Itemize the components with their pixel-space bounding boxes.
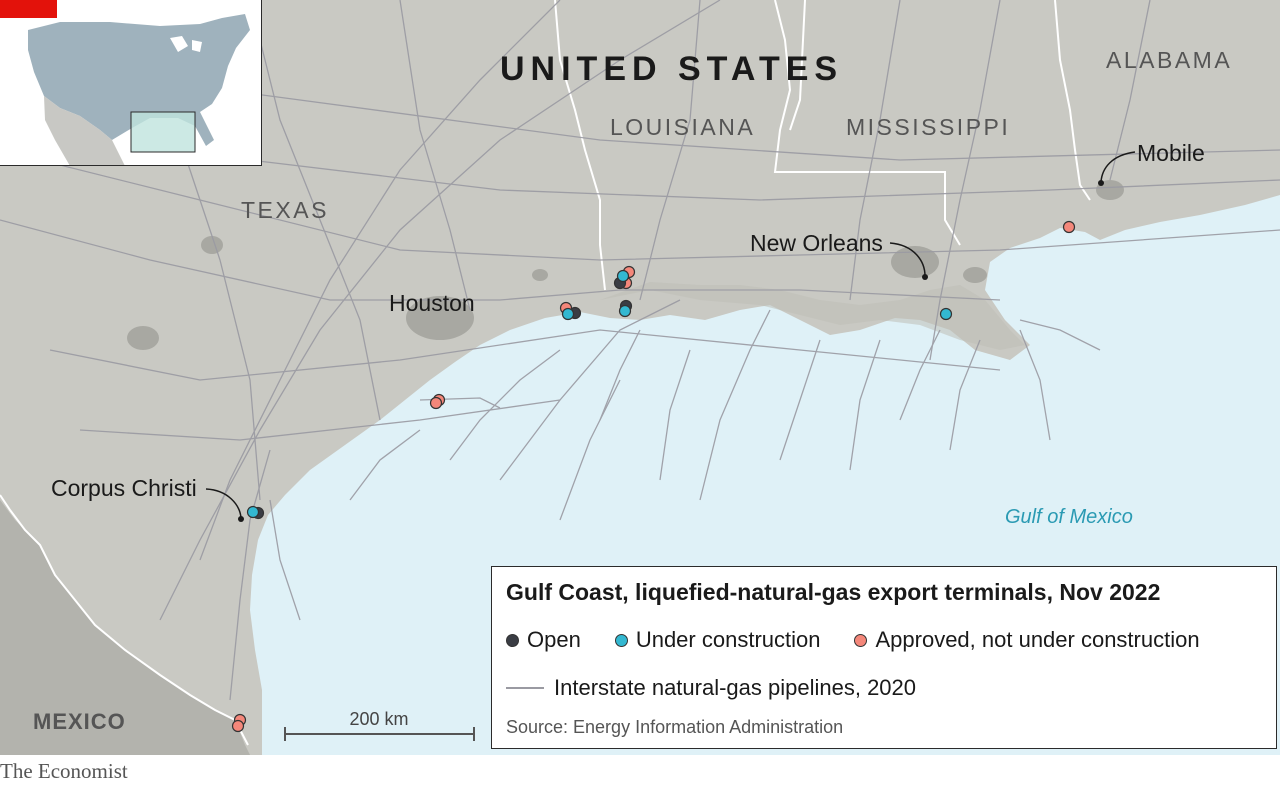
legend-label-pipelines: Interstate natural-gas pipelines, 2020	[554, 675, 917, 700]
legend-label-approved: Approved, not under construction	[875, 627, 1200, 652]
city-label-mobile: Mobile	[1137, 140, 1205, 166]
terminal-under-construction	[561, 307, 575, 321]
terminal-under-construction	[246, 505, 260, 519]
great-lakes	[170, 36, 202, 52]
legend-title: Gulf Coast, liquefied-natural-gas export…	[506, 579, 1161, 605]
state-label-texas: TEXAS	[241, 197, 329, 223]
pipeline-legend: Interstate natural-gas pipelines, 2020	[506, 675, 916, 701]
terminal-approved	[231, 719, 245, 733]
legend: Gulf Coast, liquefied-natural-gas export…	[491, 566, 1277, 749]
terminal-approved	[1062, 220, 1076, 234]
city-markers	[205, 151, 1136, 522]
mexico-area	[0, 500, 250, 755]
city-label-corpus-christi: Corpus Christi	[51, 475, 197, 501]
state-borders	[0, 0, 1091, 746]
focus-area-box	[130, 111, 196, 153]
state-label-louisiana: LOUISIANA	[610, 114, 755, 140]
approved-dot-icon	[854, 633, 868, 647]
legend-item-under-construction: Under construction	[614, 627, 821, 653]
legend-label-under-construction: Under construction	[635, 627, 821, 652]
state-label-mississippi: MISSISSIPPI	[846, 114, 1010, 140]
city-label-new-orleans: New Orleans	[750, 230, 883, 256]
under-construction-dot-icon	[614, 633, 628, 647]
terminal-under-construction	[939, 307, 953, 321]
legend-item-approved: Approved, not under construction	[854, 627, 1200, 653]
legend-label-open: Open	[527, 627, 581, 652]
scale-bar: 200 km	[284, 709, 475, 741]
locator-map	[0, 0, 261, 165]
locator-inset	[0, 0, 262, 166]
terminal-under-construction	[618, 304, 632, 318]
legend-item-open: Open	[506, 627, 581, 653]
brand-tab	[0, 0, 57, 18]
state-label-alabama: ALABAMA	[1106, 47, 1232, 73]
pipeline-line-icon	[506, 687, 544, 689]
marsh-area	[600, 282, 1025, 350]
mexico-outline	[44, 96, 125, 165]
source-note: Source: Energy Information Administratio…	[506, 717, 844, 737]
terminal-approved	[429, 396, 443, 410]
terminal-under-construction	[616, 269, 630, 283]
water-label-gulf: Gulf of Mexico	[1005, 506, 1133, 528]
country-label-mexico: MEXICO	[33, 709, 126, 734]
open-dot-icon	[506, 633, 519, 647]
city-label-houston: Houston	[389, 290, 475, 316]
brand-footer: The Economist	[0, 759, 128, 783]
country-label: UNITED STATES	[500, 50, 843, 88]
scale-label: 200 km	[349, 709, 408, 729]
terminal-status-legend: Open Under construction Approved, not un…	[506, 627, 1200, 653]
terminal-markers	[231, 220, 1076, 733]
